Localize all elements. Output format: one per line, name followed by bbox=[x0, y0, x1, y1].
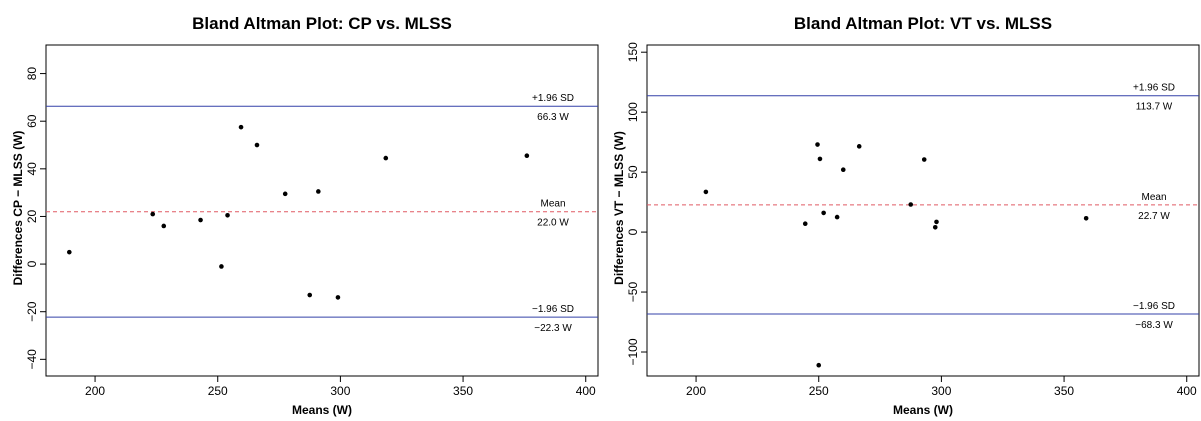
mean-value: 22.7 W bbox=[1138, 211, 1170, 222]
chart-svg: Bland Altman Plot: VT vs. MLSS Means (W)… bbox=[612, 14, 1200, 417]
x-tick-label: 400 bbox=[576, 384, 596, 398]
mean-name: Mean bbox=[1141, 192, 1166, 203]
y-axis-label: Differences VT − MLSS (W) bbox=[612, 131, 626, 285]
data-point bbox=[307, 292, 313, 298]
mean-value: 22.0 W bbox=[537, 218, 569, 229]
x-tick-label: 300 bbox=[931, 384, 951, 398]
y-tick-label: 40 bbox=[25, 162, 39, 176]
y-axis-label: Differences CP − MLSS (W) bbox=[11, 131, 25, 286]
data-point bbox=[219, 264, 224, 269]
data-point bbox=[834, 214, 840, 220]
data-point bbox=[150, 211, 156, 217]
x-tick-label: 350 bbox=[1054, 384, 1074, 398]
data-point bbox=[524, 153, 530, 159]
upper-limit-name: +1.96 SD bbox=[532, 93, 574, 104]
data-point bbox=[821, 210, 826, 216]
x-axis-label: Means (W) bbox=[292, 403, 352, 417]
data-point bbox=[815, 142, 820, 147]
data-point bbox=[816, 362, 822, 368]
data-point bbox=[316, 189, 321, 194]
y-tick-label: 100 bbox=[626, 102, 640, 122]
chart-title: Bland Altman Plot: CP vs. MLSS bbox=[192, 14, 452, 33]
data-point bbox=[67, 249, 72, 255]
plot-frame bbox=[45, 44, 599, 377]
data-point bbox=[817, 156, 823, 162]
data-point bbox=[908, 202, 914, 207]
plot-frame bbox=[646, 44, 1200, 377]
x-tick-label: 250 bbox=[809, 384, 829, 398]
upper-limit-value: 113.7 W bbox=[1136, 102, 1173, 113]
data-point bbox=[1083, 215, 1089, 221]
data-point bbox=[161, 223, 167, 229]
y-tick-label: 80 bbox=[25, 67, 39, 81]
data-point bbox=[932, 224, 938, 230]
mean-name: Mean bbox=[540, 199, 565, 210]
data-point bbox=[238, 124, 244, 130]
data-point bbox=[802, 221, 808, 226]
y-tick-label: 50 bbox=[626, 165, 640, 179]
y-tick-label: −40 bbox=[25, 349, 39, 370]
data-point bbox=[225, 212, 230, 218]
x-tick-label: 200 bbox=[85, 384, 105, 398]
lower-limit-value: −22.3 W bbox=[534, 323, 572, 334]
data-point bbox=[703, 189, 709, 195]
data-point bbox=[840, 167, 846, 173]
x-tick-label: 400 bbox=[1177, 384, 1197, 398]
y-tick-label: −20 bbox=[25, 301, 39, 322]
data-point bbox=[934, 219, 939, 225]
lower-limit-value: −68.3 W bbox=[1135, 320, 1173, 331]
y-tick-label: 0 bbox=[626, 228, 640, 235]
y-tick-label: 150 bbox=[626, 42, 640, 62]
x-tick-label: 250 bbox=[208, 384, 228, 398]
data-point bbox=[282, 191, 288, 197]
x-axis-label: Means (W) bbox=[893, 403, 953, 417]
data-point bbox=[335, 295, 341, 300]
data-point bbox=[921, 157, 927, 162]
upper-limit-name: +1.96 SD bbox=[1133, 83, 1175, 94]
y-tick-label: 60 bbox=[25, 114, 39, 128]
upper-limit-value: 66.3 W bbox=[537, 112, 569, 123]
x-tick-label: 200 bbox=[686, 384, 706, 398]
y-tick-label: 20 bbox=[25, 209, 39, 223]
lower-limit-name: −1.96 SD bbox=[532, 304, 574, 315]
y-tick-label: −50 bbox=[626, 282, 640, 303]
chart-svg: Bland Altman Plot: CP vs. MLSS Means (W)… bbox=[11, 14, 599, 417]
y-tick-label: −100 bbox=[626, 338, 640, 365]
chart-cp-vs-mlss: Bland Altman Plot: CP vs. MLSS Means (W)… bbox=[0, 0, 600, 421]
x-tick-label: 300 bbox=[330, 384, 350, 398]
data-point bbox=[856, 144, 862, 149]
x-tick-label: 350 bbox=[453, 384, 473, 398]
chart-title: Bland Altman Plot: VT vs. MLSS bbox=[794, 14, 1052, 33]
chart-vt-vs-mlss: Bland Altman Plot: VT vs. MLSS Means (W)… bbox=[601, 0, 1201, 421]
data-point bbox=[254, 142, 260, 148]
lower-limit-name: −1.96 SD bbox=[1133, 301, 1175, 312]
data-point bbox=[383, 155, 389, 161]
y-tick-label: 0 bbox=[25, 260, 39, 267]
data-point bbox=[198, 217, 203, 223]
